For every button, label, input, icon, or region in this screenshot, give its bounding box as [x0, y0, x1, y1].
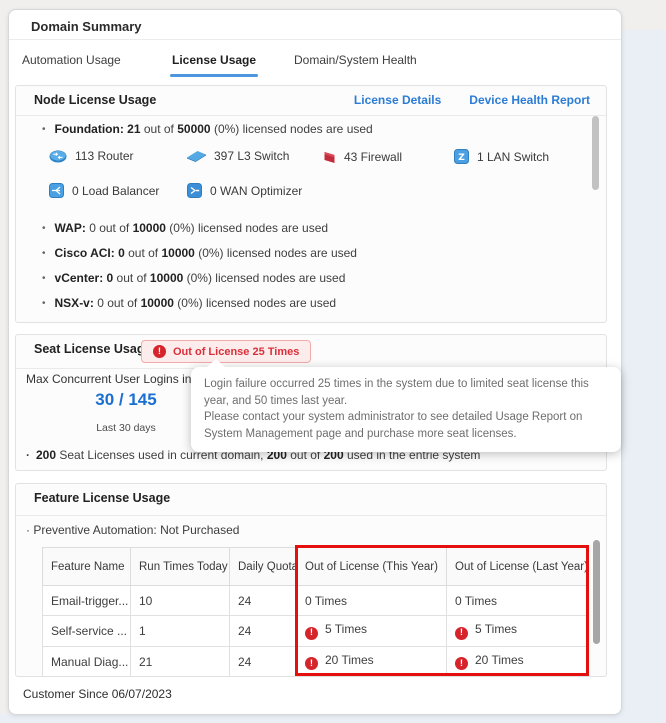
header-feature-name: Feature Name: [42, 547, 131, 586]
tab-license-usage[interactable]: License Usage: [169, 53, 259, 77]
foundation-used: Foundation: 21: [54, 122, 141, 136]
node-license-card: Node License Usage License Details Devic…: [15, 85, 607, 323]
device-label: 397 L3 Switch: [214, 149, 290, 163]
cell-daily-quota: 24: [229, 615, 297, 647]
alert-icon: !: [305, 626, 318, 640]
device-label: 0 Load Balancer: [72, 183, 160, 198]
max-logins-label: Max Concurrent User Logins in: [26, 372, 192, 386]
header-out-of-license-last-year: Out of License (Last Year): [446, 547, 588, 586]
header-out-of-license-this-year: Out of License (This Year): [296, 547, 447, 586]
firewall-icon: [324, 152, 335, 163]
feature-license-table: Feature Name Run Times Today Daily Quota…: [42, 547, 588, 677]
header-daily-quota: Daily Quota: [229, 547, 297, 586]
cell-run-times: 21: [130, 646, 230, 677]
cell-this-year-alert: ! 20 Times: [296, 646, 447, 677]
load-balancer-icon: [49, 183, 64, 198]
badge-label: Out of License 25 Times: [173, 345, 300, 358]
tab-domain-system-health[interactable]: Domain/System Health: [294, 53, 417, 67]
foundation-total: 50000: [177, 122, 211, 136]
svg-text:Z: Z: [458, 153, 465, 163]
lan-switch-icon: Z: [454, 149, 469, 164]
cell-daily-quota: 24: [229, 646, 297, 677]
tooltip-line-2: Please contact your system administrator…: [204, 411, 583, 441]
node-bullet-nsx-v: NSX-v: 0 out of 10000 (0%) licensed node…: [42, 296, 337, 310]
top-strip: [0, 0, 666, 9]
cell-feature-name: Email-trigger...: [42, 585, 131, 616]
device-item-router: 113 Router: [49, 149, 133, 163]
header-divider: [9, 39, 621, 40]
license-details-link[interactable]: License Details: [353, 93, 442, 107]
out-of-license-badge[interactable]: ! Out of License 25 Times: [141, 340, 312, 363]
seat-license-card-header: Seat License Usage ! Out of License 25 T…: [16, 335, 606, 369]
cell-run-times: 1: [130, 615, 230, 647]
device-item-firewall: 43 Firewall: [323, 149, 402, 164]
alert-icon: !: [305, 657, 318, 671]
feature-license-card-header: Feature License Usage: [16, 484, 606, 516]
cell-last-year-alert: ! 20 Times: [446, 646, 588, 677]
device-label: 43 Firewall: [344, 149, 403, 164]
cell-last-year: 0 Times: [446, 585, 588, 616]
cell-last-year-alert: ! 5 Times: [446, 615, 588, 647]
cell-feature-name: Manual Diag...: [42, 646, 131, 677]
domain-summary-panel: Domain Summary Automation Usage License …: [8, 9, 622, 715]
page-title: Domain Summary: [31, 19, 142, 34]
tooltip-line-1: Login failure occurred 25 times in the s…: [204, 378, 589, 407]
tab-automation-usage[interactable]: Automation Usage: [22, 53, 121, 67]
logins-metric-value: 30 / 145: [95, 390, 157, 409]
table-header-row: Feature Name Run Times Today Daily Quota…: [42, 547, 588, 586]
node-card-scrollbar-thumb[interactable]: [592, 116, 599, 190]
cell-this-year: 0 Times: [296, 585, 447, 616]
node-license-card-header: Node License Usage License Details Devic…: [16, 86, 606, 116]
seat-license-title: Seat License Usage: [34, 342, 152, 356]
header-run-times-today: Run Times Today: [130, 547, 230, 586]
l3-switch-icon: [187, 151, 206, 162]
node-bullet-foundation: Foundation: 21 out of 50000 (0%) license…: [42, 122, 373, 136]
table-row-email-trigger: Email-trigger... 10 24 0 Times 0 Times: [42, 585, 588, 616]
seat-license-tooltip: Login failure occurred 25 times in the s…: [191, 359, 621, 452]
table-row-self-service: Self-service ... 1 24 ! 5 Times ! 5 Times: [42, 615, 588, 647]
node-license-links: License Details Device Health Report: [354, 93, 590, 107]
preventive-automation-note: · Preventive Automation: Not Purchased: [26, 523, 240, 537]
device-label: 0 WAN Optimizer: [210, 183, 303, 198]
left-strip: [0, 0, 9, 714]
node-bullet-cisco-aci: Cisco ACI: 0 out of 10000 (0%) licensed …: [42, 246, 357, 260]
alert-icon: !: [455, 626, 468, 640]
device-item-l3-switch: 397 L3 Switch: [187, 149, 289, 163]
cell-daily-quota: 24: [229, 585, 297, 616]
device-item-wan-optimizer: 0 WAN Optimizer: [187, 183, 302, 198]
device-item-load-balancer: 0 Load Balancer: [49, 183, 159, 198]
node-bullet-wap: WAP: 0 out of 10000 (0%) licensed nodes …: [42, 221, 329, 235]
device-label: 113 Router: [75, 149, 134, 163]
device-health-report-link[interactable]: Device Health Report: [469, 93, 590, 107]
customer-since-label: Customer Since 06/07/2023: [23, 687, 172, 701]
wan-optimizer-icon: [187, 183, 202, 198]
feature-license-title: Feature License Usage: [34, 491, 171, 505]
feature-card-scrollbar-thumb[interactable]: [593, 540, 600, 644]
feature-license-card: Feature License Usage · Preventive Autom…: [15, 483, 607, 677]
alert-icon: !: [153, 345, 166, 358]
cell-feature-name: Self-service ...: [42, 615, 131, 647]
alert-icon: !: [455, 657, 468, 671]
logins-metric-caption: Last 30 days: [96, 422, 156, 434]
device-item-lan-switch: Z 1 LAN Switch: [454, 149, 549, 164]
device-label: 1 LAN Switch: [477, 149, 550, 164]
node-license-title: Node License Usage: [34, 93, 157, 107]
cell-run-times: 10: [130, 585, 230, 616]
router-icon: [49, 150, 67, 162]
table-row-manual-diag: Manual Diag... 21 24 ! 20 Times ! 20 Times: [42, 646, 588, 677]
node-bullet-vcenter: vCenter: 0 out of 10000 (0%) licensed no…: [42, 271, 346, 285]
cell-this-year-alert: ! 5 Times: [296, 615, 447, 647]
top-right-strip: [618, 0, 666, 30]
